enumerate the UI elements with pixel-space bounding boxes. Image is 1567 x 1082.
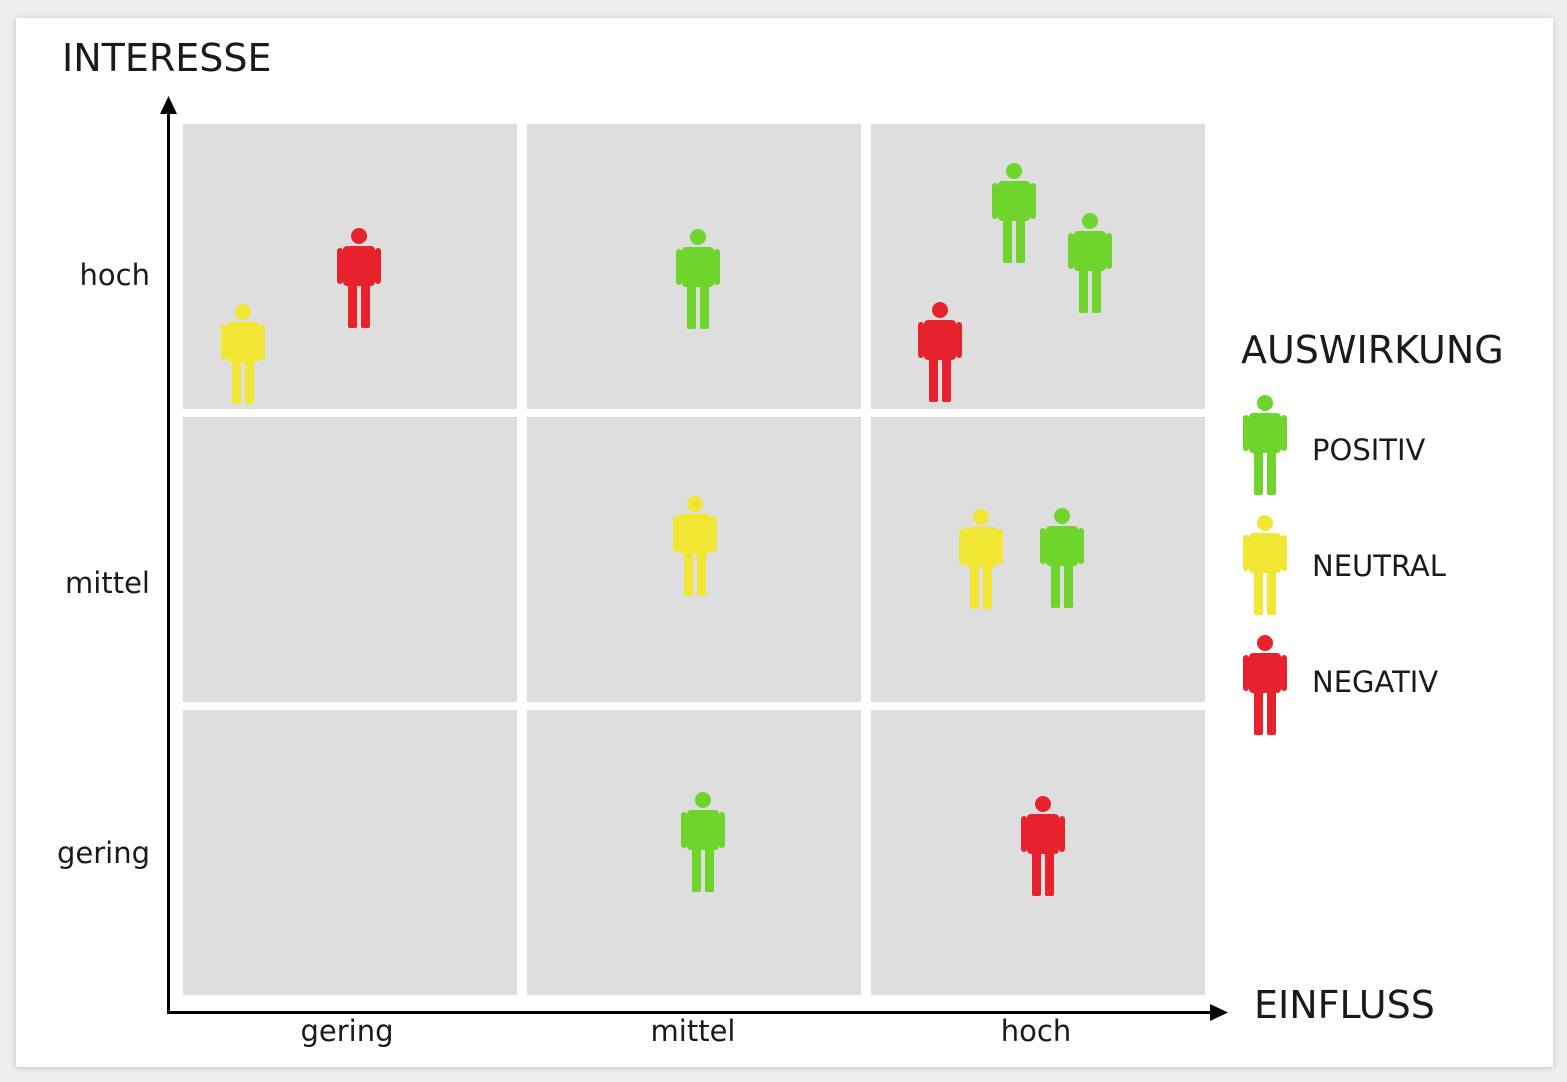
legend-label-neutral: NEUTRAL: [1312, 549, 1446, 583]
stakeholder-neutral-8: [959, 509, 1003, 609]
legend-figure-negativ: [1243, 635, 1287, 735]
stakeholder-positiv-3: [676, 229, 720, 329]
cell-hoch-hoch: [871, 124, 1205, 409]
stakeholder-positiv-9: [1040, 508, 1084, 608]
stakeholder-positiv-5: [1068, 213, 1112, 313]
x-axis-line: [167, 1011, 1212, 1014]
row-label-gering: gering: [56, 836, 150, 870]
col-label-mittel: mittel: [650, 1014, 736, 1048]
legend-title: AUSWIRKUNG: [1241, 328, 1504, 372]
legend-label-positiv: POSITIV: [1312, 433, 1426, 467]
y-axis-arrowhead: [160, 96, 177, 114]
stakeholder-positiv-10: [681, 792, 725, 892]
matrix-card: INTERESSE EINFLUSS AUSWIRKUNG hoch mitte…: [16, 18, 1553, 1067]
legend-figure-neutral: [1243, 515, 1287, 615]
stakeholder-negativ-2: [337, 228, 381, 328]
cell-hoch-mittel: [871, 417, 1205, 702]
stakeholder-negativ-11: [1021, 796, 1065, 896]
y-axis-line: [167, 108, 170, 1014]
stakeholder-negativ-6: [918, 302, 962, 402]
cell-gering-gering: [183, 710, 517, 995]
legend-label-negativ: NEGATIV: [1312, 665, 1439, 699]
x-axis-title: EINFLUSS: [1254, 983, 1435, 1027]
stakeholder-neutral-1: [221, 304, 265, 404]
cell-mittel-mittel: [527, 417, 861, 702]
col-label-hoch: hoch: [1000, 1014, 1072, 1048]
stakeholder-positiv-4: [992, 163, 1036, 263]
y-axis-title: INTERESSE: [62, 36, 272, 80]
cell-gering-mittel: [183, 417, 517, 702]
col-label-gering: gering: [300, 1014, 394, 1048]
stakeholder-neutral-7: [673, 496, 717, 596]
x-axis-arrowhead: [1210, 1004, 1228, 1021]
legend-figure-positiv: [1243, 395, 1287, 495]
stakeholder-figures-layer: [221, 163, 1287, 896]
row-label-hoch: hoch: [79, 258, 150, 292]
row-label-mittel: mittel: [65, 566, 150, 600]
axis-arrowheads: [160, 96, 1228, 1021]
